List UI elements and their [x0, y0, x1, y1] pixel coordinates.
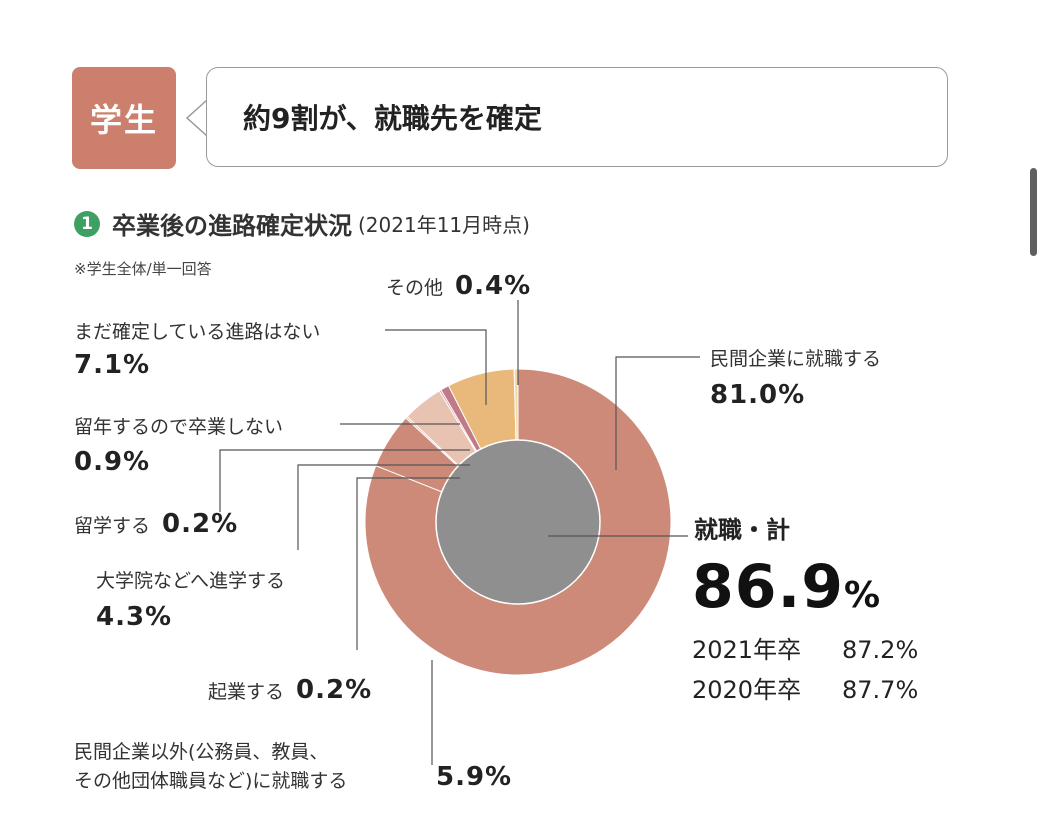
label-abroad-text: 留学する — [74, 515, 151, 537]
total-label: 就職・計 — [694, 516, 790, 544]
value-repeat: 0.9% — [74, 447, 151, 477]
label-other: その他 0.4% — [386, 271, 531, 301]
label-public-line2: その他団体職員など)に就職する — [74, 770, 348, 792]
value-grad: 4.3% — [96, 602, 173, 632]
total-unit: % — [844, 575, 882, 616]
survey-note: ※学生全体/単一回答 — [74, 260, 212, 278]
comparison-2020: 2020年卒 87.7% — [692, 670, 918, 705]
label-other-text: その他 — [386, 277, 444, 299]
leader-company — [615, 356, 700, 470]
label-abroad: 留学する 0.2% — [74, 509, 238, 539]
vertical-scrollbar[interactable] — [1030, 168, 1037, 256]
comparison-2020-value: 87.7% — [842, 676, 919, 704]
value-company: 81.0% — [710, 380, 806, 410]
label-startup: 起業する 0.2% — [208, 675, 372, 705]
label-repeat: 留年するので卒業しない — [74, 416, 284, 438]
comparison-2021-value: 87.2% — [842, 636, 919, 664]
value-public: 5.9% — [436, 762, 513, 792]
leader-startup — [356, 477, 460, 650]
callout-tail — [185, 99, 208, 137]
inner-total-circle — [435, 439, 601, 605]
value-undecided: 7.1% — [74, 350, 151, 380]
chart-title: 卒業後の進路確定状況 — [112, 212, 352, 240]
student-badge: 学生 — [72, 67, 176, 169]
label-undecided: まだ確定している進路はない — [74, 321, 321, 343]
total-number: 86.9 — [692, 552, 845, 622]
label-grad: 大学院などへ進学する — [96, 570, 286, 592]
leader-undecided — [385, 329, 487, 405]
label-company: 民間企業に就職する — [710, 348, 882, 370]
leader-grad — [297, 464, 470, 550]
section-number-badge: 1 — [74, 210, 100, 237]
value-startup: 0.2% — [296, 675, 373, 705]
comparison-2021: 2021年卒 87.2% — [692, 630, 918, 665]
chart-section-title: 1 卒業後の進路確定状況 (2021年11月時点) — [74, 206, 530, 241]
headline-callout: 約9割が、就職先を確定 — [206, 67, 948, 167]
value-other: 0.4% — [455, 271, 532, 301]
total-value: 86.9% — [692, 552, 881, 622]
value-abroad: 0.2% — [162, 509, 239, 539]
leader-abroad — [219, 449, 470, 512]
headline-text: 約9割が、就職先を確定 — [243, 102, 542, 135]
comparison-2021-year: 2021年卒 — [692, 636, 802, 664]
label-startup-text: 起業する — [208, 681, 285, 703]
chart-subtitle: (2021年11月時点) — [358, 213, 530, 237]
label-public-line1: 民間企業以外(公務員、教員、 — [74, 741, 329, 763]
comparison-2020-year: 2020年卒 — [692, 676, 802, 704]
